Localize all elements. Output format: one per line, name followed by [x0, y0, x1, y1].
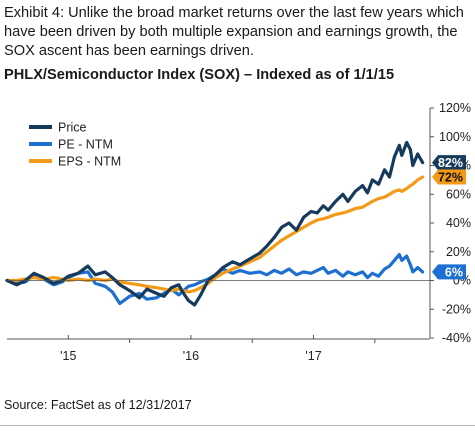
- y-tick-label: 20%: [446, 245, 471, 259]
- end-label-tag: [432, 155, 466, 171]
- end-label-value: 6%: [445, 265, 463, 279]
- legend: Price PE - NTM EPS - NTM: [29, 121, 121, 169]
- series-line-pe-ntm: [5, 253, 425, 306]
- y-tick-label: -20%: [442, 302, 471, 316]
- source-note: Source: FactSet as of 12/31/2017: [4, 398, 192, 412]
- y-tick-label: 120%: [439, 101, 471, 115]
- series-line-eps-ntm: [5, 175, 425, 294]
- bottom-divider: [0, 425, 475, 426]
- end-labels: 82% 6% 72%: [432, 155, 466, 280]
- legend-entry: EPS - NTM: [58, 155, 121, 169]
- legend-entry: PE - NTM: [58, 138, 113, 152]
- end-label-tag: [432, 169, 466, 185]
- exhibit-caption: Exhibit 4: Unlike the broad market retur…: [4, 5, 464, 59]
- y-tick-label: 100%: [439, 130, 471, 144]
- end-label-value: 82%: [438, 156, 463, 170]
- axes: -40%-20%0%20%40%60%80%100%120%'15'16'17: [7, 101, 471, 363]
- end-label-value: 72%: [438, 171, 463, 185]
- y-tick-label: 40%: [446, 216, 471, 230]
- series-line-price: [5, 140, 425, 307]
- y-tick-label: -40%: [442, 331, 471, 345]
- x-tick-label: '16: [183, 349, 199, 363]
- end-label-tag: [432, 264, 466, 280]
- legend-entry: Price: [58, 121, 87, 135]
- x-tick-label: '15: [60, 349, 76, 363]
- plot-area: [5, 140, 425, 307]
- x-tick-label: '17: [305, 349, 321, 363]
- chart-title: PHLX/Semiconductor Index (SOX) – Indexed…: [4, 67, 395, 83]
- y-tick-label: 60%: [446, 187, 471, 201]
